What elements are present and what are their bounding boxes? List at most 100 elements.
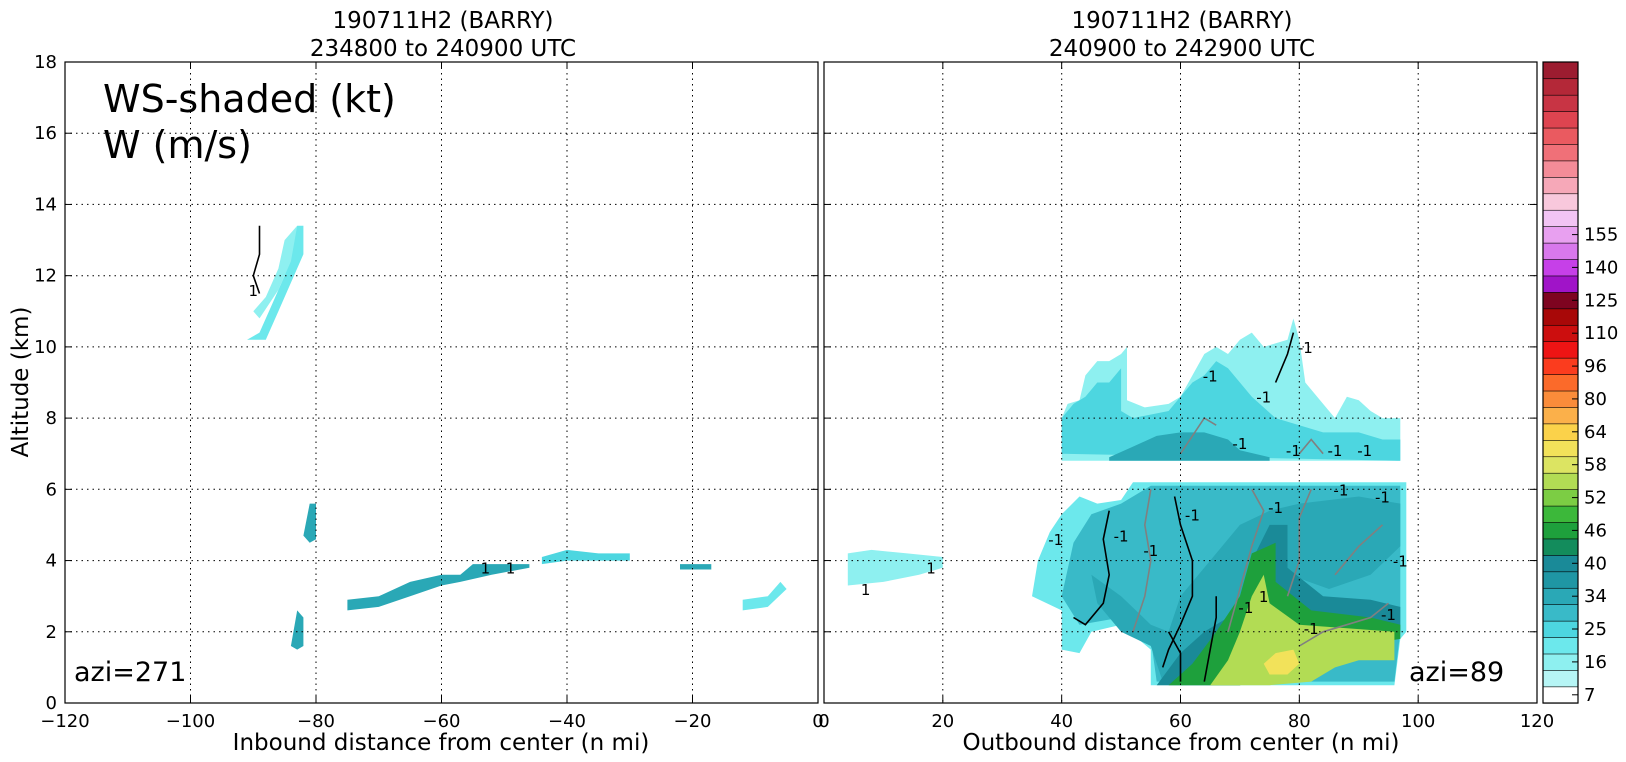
left-x-tick-label: −60 xyxy=(423,711,461,732)
left-shaded-region-7 xyxy=(742,581,787,611)
right-shaded-region-6 xyxy=(1210,574,1395,686)
colorbar: 7 16 25 34 40 46 52 58 64 80 96 110 125 140 155 xyxy=(1542,61,1618,706)
colorbar-bin xyxy=(1542,78,1579,96)
right-contour-label: -1 xyxy=(1328,442,1343,460)
right-contour-label: -1 xyxy=(1304,620,1319,638)
colorbar-tick-label: 25 xyxy=(1584,619,1607,640)
colorbar-bin xyxy=(1542,127,1579,145)
colorbar-tick-label: 96 xyxy=(1584,356,1607,377)
right-contour-label: -1 xyxy=(1238,599,1253,617)
colorbar-bin xyxy=(1542,111,1579,129)
left-shaded-region-4 xyxy=(347,564,530,611)
colorbar-tick-label: 80 xyxy=(1584,389,1607,410)
right-contour-line-7 xyxy=(1286,488,1312,597)
right-x-axis-label: Outbound distance from center (n mi) xyxy=(963,730,1400,756)
colorbar-tick-label: 52 xyxy=(1584,488,1607,509)
y-tick-label: 12 xyxy=(34,266,57,287)
left-shaded-region-1 xyxy=(253,225,298,319)
right-contour-line-11 xyxy=(1298,438,1324,455)
right-contour-label: -1 xyxy=(1048,531,1063,549)
right-title-line1: 190711H2 (BARRY) xyxy=(1071,8,1292,34)
right-contour-line-8 xyxy=(1334,524,1384,576)
colorbar-tick-label: 64 xyxy=(1584,422,1607,443)
y-tick-label: 0 xyxy=(46,693,57,714)
left-annotation-ws: WS-shaded (kt) xyxy=(103,77,396,121)
right-shaded-region-10 xyxy=(1109,432,1270,461)
colorbar-tick-label: 16 xyxy=(1584,652,1607,673)
colorbar-bin xyxy=(1542,193,1579,211)
right-contour-label: -1 xyxy=(1286,442,1301,460)
right-contour-label: -1 xyxy=(1203,367,1218,385)
colorbar-bin xyxy=(1542,160,1579,178)
left-x-tick-label: 0 xyxy=(812,711,823,732)
left-shaded-region-5 xyxy=(541,549,630,565)
right-contour-label: -1 xyxy=(1375,489,1390,507)
right-x-tick-label: 60 xyxy=(1169,711,1192,732)
colorbar-tick-label: 46 xyxy=(1584,520,1607,541)
left-x-tick-label: −80 xyxy=(297,711,335,732)
colorbar-bin xyxy=(1542,505,1579,523)
y-tick-label: 16 xyxy=(34,123,57,144)
left-contour-label: 1 xyxy=(249,282,259,300)
colorbar-bin xyxy=(1542,472,1579,490)
left-contour-line-0 xyxy=(252,225,261,294)
left-panel: 190711H2 (BARRY) 234800 to 240900 UTC 11… xyxy=(8,8,824,756)
right-plot-frame xyxy=(823,61,1538,704)
left-x-tick-label: −20 xyxy=(674,711,712,732)
colorbar-tick-label: 155 xyxy=(1584,225,1618,246)
right-contour-line-9 xyxy=(1274,332,1295,383)
right-contour-label: -1 xyxy=(1298,339,1313,357)
colorbar-bin xyxy=(1542,604,1579,622)
right-x-tick-label: 80 xyxy=(1288,711,1311,732)
colorbar-bin xyxy=(1542,176,1579,195)
right-contour-label: 1 xyxy=(1259,588,1269,606)
right-panel: 190711H2 (BARRY) 240900 to 242900 UTC 11… xyxy=(818,8,1554,756)
right-contour-label: -1 xyxy=(1256,389,1271,407)
left-shaded-region-3 xyxy=(290,610,304,650)
colorbar-tick-label: 7 xyxy=(1584,685,1595,706)
right-contour-line-10 xyxy=(1179,417,1217,455)
right-plot-area: 1 1 -1 -1 -1 -1 -1 -1 -1 -1 -1 1 -1 -1 -1 -1 -1 -1 -1 -1 -1 0… xyxy=(818,61,1554,732)
colorbar-bin xyxy=(1542,406,1579,425)
right-azimuth-label: azi=89 xyxy=(1409,657,1504,688)
colorbar-bin xyxy=(1542,669,1579,688)
y-tick-label: 2 xyxy=(46,622,57,643)
y-tick-label: 10 xyxy=(34,337,57,358)
left-contour-label: 1 xyxy=(506,560,516,578)
y-tick-label: 18 xyxy=(34,52,57,73)
colorbar-bin xyxy=(1542,94,1579,112)
y-tick-label: 8 xyxy=(46,408,57,429)
right-shaded-region-9 xyxy=(1061,361,1401,461)
colorbar-bin xyxy=(1542,538,1579,556)
colorbar-tick-label: 110 xyxy=(1584,323,1618,344)
right-x-tick-label: 40 xyxy=(1050,711,1073,732)
y-tick-label: 14 xyxy=(34,194,57,215)
colorbar-bin xyxy=(1542,308,1579,326)
right-x-tick-label: 100 xyxy=(1401,711,1435,732)
colorbar-bin xyxy=(1542,571,1579,589)
right-contour-label: -1 xyxy=(1357,442,1372,460)
colorbar-bin xyxy=(1542,275,1579,293)
right-contour-line-4 xyxy=(1132,489,1152,633)
right-shaded-region-0 xyxy=(847,549,943,586)
colorbar-bin xyxy=(1542,242,1579,260)
right-contour-line-2 xyxy=(1167,631,1182,682)
left-title-line2: 234800 to 240900 UTC xyxy=(310,36,576,62)
colorbar-bin xyxy=(1542,373,1579,392)
colorbar-bin xyxy=(1542,439,1579,458)
colorbar-bin xyxy=(1542,143,1579,162)
colorbar-tick-label: 58 xyxy=(1584,455,1607,476)
right-contour-label: -1 xyxy=(1268,499,1283,517)
right-x-tick-label: 20 xyxy=(931,711,954,732)
left-annotation-w: W (m/s) xyxy=(103,123,252,167)
left-x-tick-label: −100 xyxy=(166,711,215,732)
y-tick-label: 4 xyxy=(46,551,57,572)
left-shaded-region-6 xyxy=(680,564,712,570)
right-contour-line-6 xyxy=(1298,602,1389,647)
left-plot-frame xyxy=(64,61,819,704)
colorbar-bin xyxy=(1542,636,1579,655)
colorbar-frame xyxy=(1542,61,1579,704)
colorbar-tick-label: 140 xyxy=(1584,257,1618,278)
